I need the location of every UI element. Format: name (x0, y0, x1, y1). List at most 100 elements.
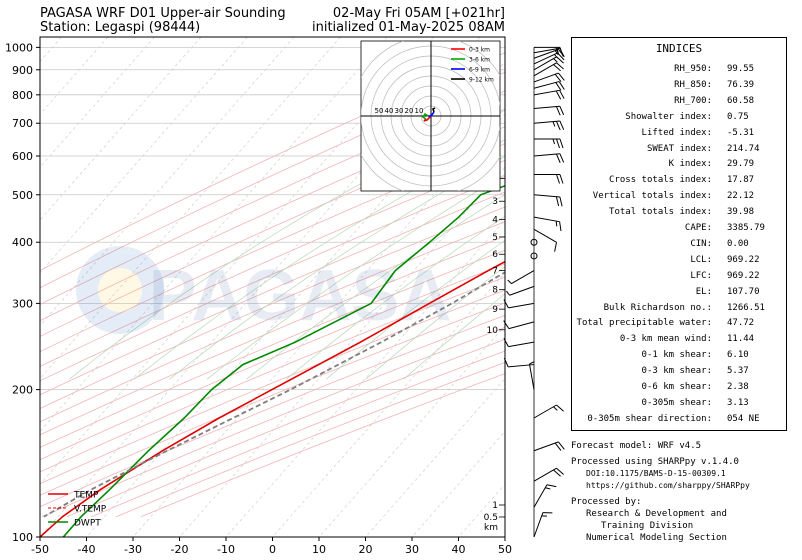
index-value: 969.22 (727, 270, 760, 281)
index-value: 3.13 (727, 397, 749, 408)
sharppy-url[interactable]: https://github.com/sharppy/SHARPpy (586, 481, 750, 490)
processed-using: Processed using SHARPpy v.1.4.0 (571, 457, 739, 467)
index-label: 0-305m shear: (641, 397, 712, 408)
isotherm (40, 37, 62, 62)
index-value: 99.55 (727, 64, 755, 74)
wind-barb (533, 105, 565, 116)
dry-adiabat (40, 175, 505, 382)
temperature-tick-label: 50 (498, 543, 512, 556)
index-value: 11.44 (727, 334, 755, 345)
wind-barb (533, 153, 565, 163)
wind-barb (533, 216, 562, 232)
wind-barb (533, 89, 565, 100)
legend-entry: DWPT (74, 519, 101, 529)
height-km-label: 7 (492, 267, 498, 277)
wind-barb (533, 56, 564, 71)
sounding-profiles (40, 184, 505, 537)
temperature-tick-label: -20 (171, 543, 189, 556)
index-label: 0-6 km shear: (641, 382, 712, 392)
pressure-tick-label: 800 (12, 89, 33, 102)
hodograph-ring-label: 50 (375, 107, 384, 115)
wind-barb (533, 228, 558, 252)
wind-barb (533, 404, 564, 419)
index-label: CIN: (690, 238, 712, 249)
dry-adiabat (41, 327, 505, 518)
indices-panel: INDICES RH_950: 99.55 RH_850: 76.39 RH_700: 6… (571, 37, 787, 431)
dry-adiabat (40, 206, 505, 409)
wind-barb (533, 120, 565, 131)
init-time: initialized 01-May-2025 08AM (311, 20, 505, 35)
moist-adiabat (246, 194, 505, 380)
wind-barb (533, 72, 565, 83)
index-label: K index: (668, 159, 712, 170)
moist-adiabat (206, 174, 505, 380)
dry-adiabat (40, 71, 505, 289)
temperature-tick-label: 30 (405, 543, 419, 556)
wind-barb (533, 194, 563, 207)
wind-barb (506, 285, 535, 296)
index-value: 47.72 (727, 318, 755, 329)
index-label: 0-1 km shear: (641, 350, 712, 361)
wind-barb (507, 270, 535, 285)
hodograph-legend-entry: 3-6 km (469, 57, 490, 64)
pressure-tick-label: 700 (12, 117, 33, 130)
org-line-1: Research & Development and (586, 509, 727, 519)
chart-legend: TEMP V.TEMP DWPT (48, 491, 107, 529)
moist-adiabat (169, 155, 505, 380)
org-line-3: Numerical Modeling Section (586, 533, 727, 543)
dry-adiabat (40, 263, 505, 461)
wind-barb (534, 138, 564, 149)
calm-wind-marker (530, 238, 538, 246)
wind-barb (503, 299, 535, 309)
index-label: Showalter index: (625, 111, 712, 122)
wind-barb (533, 62, 564, 77)
index-value: 2.38 (727, 382, 749, 392)
height-km-label: km (484, 523, 498, 533)
pressure-tick-label: 300 (12, 297, 33, 310)
wind-barb (533, 467, 564, 482)
hodograph-ring-label: 10 (415, 107, 424, 115)
isotherm (0, 37, 15, 537)
height-km-label: 10 (487, 326, 499, 336)
index-value: 17.87 (727, 175, 755, 186)
index-label: Total precipitable water: (576, 318, 712, 329)
index-label: LCL: (690, 254, 712, 265)
moist-adiabat (325, 239, 505, 380)
temperature-tick-label: -10 (217, 543, 235, 556)
temperature-tick-label: -50 (31, 543, 49, 556)
index-label: Bulk Richardson no.: (603, 302, 712, 313)
wind-barb (534, 173, 564, 184)
index-label: Lifted index: (641, 127, 712, 138)
index-label: LFC: (690, 270, 712, 281)
moist-adiabat (286, 215, 505, 380)
dry-adiabat (40, 276, 505, 473)
pressure-tick-label: 400 (12, 236, 33, 249)
index-value: 29.79 (727, 159, 755, 170)
pressure-axis: 100 200 300 400 500 600 700 800 900 1000 (5, 41, 40, 544)
hodograph-legend-entry: 9-12 km (469, 77, 494, 84)
index-value: 969.22 (727, 254, 760, 265)
index-value: 5.37 (727, 366, 749, 377)
index-label: 0-305m shear direction: (587, 413, 712, 424)
wind-barb (533, 512, 553, 538)
index-value: 76.39 (727, 79, 755, 90)
wind-barb (533, 81, 565, 91)
pressure-tick-label: 100 (12, 531, 33, 544)
pressure-tick-label: 900 (12, 64, 33, 77)
height-km-label: 9 (492, 305, 498, 315)
temperature-tick-label: -40 (78, 543, 96, 556)
wind-barb (533, 441, 565, 452)
index-value: -5.31 (727, 127, 755, 138)
index-label: RH_950: (674, 64, 712, 74)
index-value: 107.70 (727, 286, 760, 297)
index-value: 6.10 (727, 350, 749, 361)
processed-by: Processed by: (571, 497, 642, 507)
hodograph-ring-label: 20 (405, 107, 414, 115)
temperature-tick-label: -30 (124, 543, 142, 556)
watermark: PAGASA (149, 256, 452, 336)
index-label: CAPE: (684, 223, 712, 233)
dry-adiabat (40, 191, 505, 396)
index-label: Cross totals index: (609, 175, 712, 186)
hodograph-legend-entry: 0-3 km (469, 47, 490, 54)
